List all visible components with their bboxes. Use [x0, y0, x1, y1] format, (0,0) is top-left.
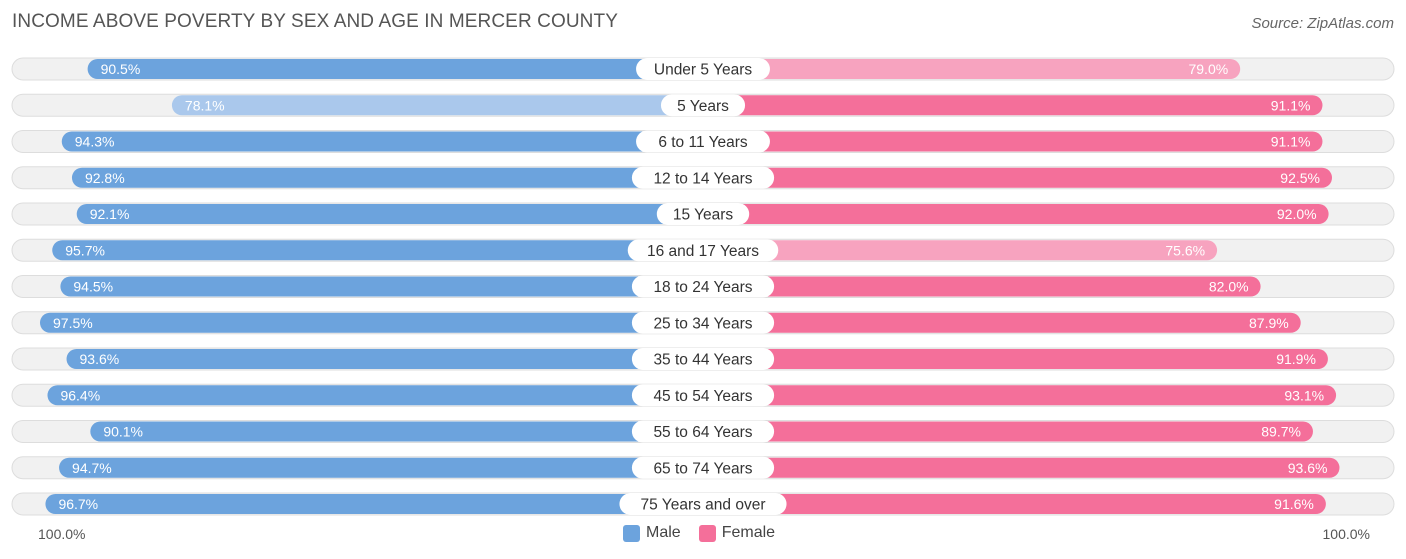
legend-item-male: Male [623, 524, 681, 542]
category-pill [619, 493, 787, 515]
category-pill [631, 420, 775, 443]
bar-female [703, 204, 1329, 224]
legend-item-female: Female [698, 524, 776, 542]
chart-title: INCOME ABOVE POVERTY BY SEX AND AGE IN M… [12, 11, 618, 32]
category-label: 18 to 24 Years [653, 279, 752, 296]
bar-female [703, 385, 1337, 406]
data-label-female: 91.1% [1271, 134, 1311, 150]
bar-female [703, 494, 1326, 514]
data-label-male: 92.1% [90, 206, 130, 222]
bar-male [71, 167, 703, 188]
data-label-female: 75.6% [1165, 242, 1205, 258]
data-label-male: 96.4% [60, 387, 100, 403]
category-pill [631, 166, 775, 189]
bar-female [703, 240, 1218, 261]
data-label-male: 90.5% [101, 61, 141, 77]
category-pill [631, 456, 775, 479]
category-label: 16 and 17 Years [647, 243, 759, 260]
category-label: 55 to 64 Years [653, 424, 752, 441]
bar-male [45, 494, 703, 514]
category-pill [636, 130, 770, 153]
data-label-male: 94.3% [75, 134, 115, 150]
bar-female [703, 59, 1241, 79]
category-label: 12 to 14 Years [653, 170, 752, 187]
data-label-female: 91.1% [1271, 97, 1311, 113]
bar-male [87, 59, 704, 79]
category-label: 65 to 74 Years [653, 460, 752, 477]
data-label-female: 91.9% [1276, 351, 1316, 367]
bar-male [40, 312, 703, 333]
axis-right-label: 100.0% [1322, 526, 1370, 542]
category-label: 5 Years [677, 98, 729, 115]
category-pill [656, 203, 750, 225]
bar-male [61, 131, 703, 152]
bar-female [703, 349, 1328, 369]
bar-female [703, 312, 1301, 333]
category-pill [636, 58, 770, 80]
legend: Male Female [623, 524, 793, 542]
data-label-male: 78.1% [185, 97, 225, 113]
data-label-male: 95.7% [65, 242, 105, 258]
category-pill [631, 384, 775, 407]
data-label-male: 96.7% [58, 496, 98, 512]
bar-female [703, 167, 1332, 188]
bar-male [90, 421, 703, 442]
legend-swatch-male [623, 524, 640, 542]
bar-male [47, 385, 704, 406]
bar-chart: 90.5% 79.0% Under 5 Years 78.1% 91.1% 5 Years… [11, 57, 1395, 516]
legend-swatch-female [698, 524, 716, 542]
data-label-male: 94.5% [73, 279, 113, 295]
bar-female [703, 95, 1323, 116]
bar-female [703, 276, 1261, 297]
category-label: 25 to 34 Years [653, 315, 752, 332]
bar-female [703, 131, 1323, 152]
bar-female [703, 421, 1313, 442]
category-pill [631, 275, 775, 298]
data-label-male: 90.1% [103, 424, 143, 440]
category-pill [631, 348, 775, 370]
category-pill [660, 94, 746, 117]
source-credit: Source: ZipAtlas.com [1251, 15, 1394, 32]
data-label-female: 93.1% [1284, 387, 1324, 403]
category-label: 6 to 11 Years [658, 134, 748, 151]
data-label-male: 94.7% [72, 460, 112, 476]
category-pill [631, 311, 775, 334]
data-label-male: 97.5% [53, 315, 93, 331]
data-label-female: 89.7% [1261, 424, 1301, 440]
category-pill [627, 239, 779, 262]
bar-male [60, 276, 703, 297]
category-label: 45 to 54 Years [653, 388, 752, 405]
category-label: Under 5 Years [654, 62, 752, 79]
category-label: 15 Years [673, 207, 734, 224]
bar-female [703, 457, 1340, 478]
category-label: 75 Years and over [641, 497, 766, 514]
bar-male [66, 349, 703, 369]
bar-male [52, 240, 704, 261]
bar-male [76, 204, 704, 224]
axis-left-label: 100.0% [38, 526, 86, 542]
bar-male [171, 95, 704, 116]
data-label-male: 92.8% [85, 170, 125, 186]
legend-label-male: Male [646, 524, 681, 541]
data-label-female: 92.0% [1277, 206, 1317, 222]
data-label-female: 91.6% [1274, 496, 1314, 512]
data-label-female: 79.0% [1188, 61, 1228, 77]
category-label: 35 to 44 Years [653, 352, 752, 369]
data-label-male: 93.6% [80, 351, 120, 367]
data-label-female: 87.9% [1249, 315, 1289, 331]
data-label-female: 82.0% [1209, 279, 1249, 295]
data-label-female: 93.6% [1288, 460, 1328, 476]
bar-male [59, 457, 704, 478]
data-label-female: 92.5% [1280, 170, 1320, 186]
legend-label-female: Female [721, 524, 776, 541]
